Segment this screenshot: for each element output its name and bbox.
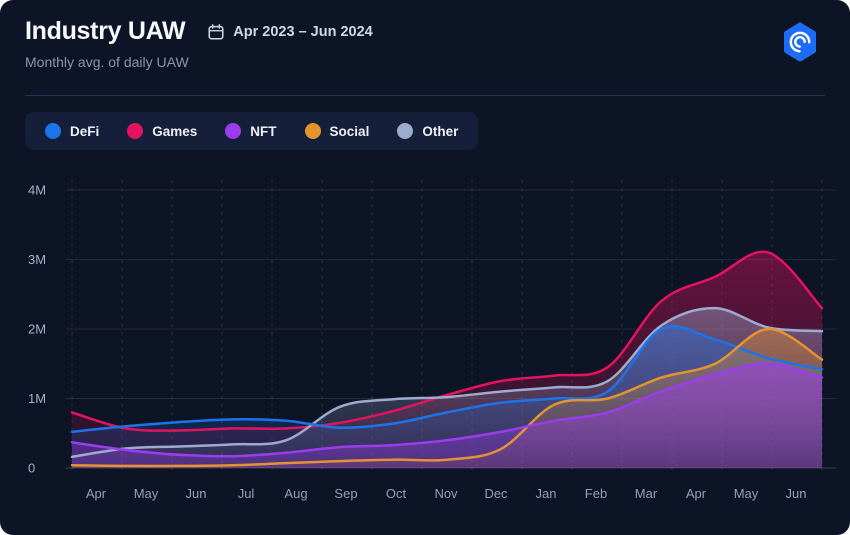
x-axis-label: Sep bbox=[334, 486, 357, 501]
legend-item-defi[interactable]: DeFi bbox=[45, 123, 99, 139]
legend-item-other[interactable]: Other bbox=[397, 123, 458, 139]
legend-label: NFT bbox=[250, 123, 277, 139]
legend-label: Games bbox=[152, 123, 198, 139]
x-axis-label: Apr bbox=[686, 486, 707, 501]
series-line-nft bbox=[70, 362, 824, 458]
x-axis-label: Nov bbox=[434, 486, 458, 501]
series-line-social bbox=[70, 327, 824, 468]
defi-swatch-icon bbox=[45, 123, 61, 139]
hexagon-spiral-icon bbox=[784, 22, 816, 62]
header-divider bbox=[25, 95, 825, 96]
series-area-social bbox=[72, 328, 822, 468]
x-axis-label: Aug bbox=[284, 486, 307, 501]
x-axis-label: May bbox=[134, 486, 159, 501]
x-axis-label: Oct bbox=[386, 486, 407, 501]
x-axis-label: May bbox=[734, 486, 759, 501]
legend-item-social[interactable]: Social bbox=[304, 123, 370, 139]
y-axis-label: 1M bbox=[28, 391, 46, 406]
series-area-nft bbox=[72, 363, 822, 468]
legend-label: DeFi bbox=[70, 123, 100, 139]
legend-label: Social bbox=[329, 123, 370, 139]
y-axis-label: 2M bbox=[28, 322, 46, 337]
date-range-selector[interactable]: Apr 2023 – Jun 2024 bbox=[207, 23, 373, 41]
page-title: Industry UAW bbox=[25, 17, 186, 45]
series-area-games bbox=[72, 251, 822, 468]
x-axis-label: Apr bbox=[86, 486, 107, 501]
calendar-icon bbox=[208, 23, 224, 40]
y-axis-label: 3M bbox=[28, 252, 46, 267]
legend-item-games[interactable]: Games bbox=[127, 123, 197, 139]
legend-label: Other bbox=[422, 123, 459, 139]
x-axis-label: Jul bbox=[238, 486, 255, 501]
series-area-defi bbox=[72, 326, 822, 468]
header: Industry UAW Apr 2023 – Jun 2024 Monthly… bbox=[25, 17, 825, 70]
x-axis-label: Dec bbox=[484, 486, 508, 501]
chart-legend: DeFi Games NFT Social Other bbox=[25, 112, 479, 150]
series-area-other bbox=[72, 308, 822, 468]
y-axis-label: 4M bbox=[28, 183, 46, 198]
chart-subtitle: Monthly avg. of daily UAW bbox=[25, 53, 189, 70]
other-swatch-icon bbox=[397, 123, 414, 139]
y-axis-label: 0 bbox=[28, 461, 35, 476]
series-line-games bbox=[70, 250, 824, 432]
series-line-defi bbox=[70, 325, 824, 434]
games-swatch-icon bbox=[127, 123, 144, 139]
x-axis-label: Mar bbox=[635, 486, 658, 501]
x-axis-label: Jan bbox=[536, 486, 557, 501]
date-range-label: Apr 2023 – Jun 2024 bbox=[233, 23, 373, 40]
legend-item-nft[interactable]: NFT bbox=[225, 123, 277, 139]
series-line-other bbox=[70, 306, 824, 459]
nft-swatch-icon bbox=[225, 123, 242, 139]
x-axis-label: Jun bbox=[786, 486, 807, 501]
dappradar-logo[interactable] bbox=[783, 22, 817, 62]
x-axis-label: Jun bbox=[186, 486, 207, 501]
social-swatch-icon bbox=[304, 123, 321, 139]
x-axis-label: Feb bbox=[585, 486, 607, 501]
